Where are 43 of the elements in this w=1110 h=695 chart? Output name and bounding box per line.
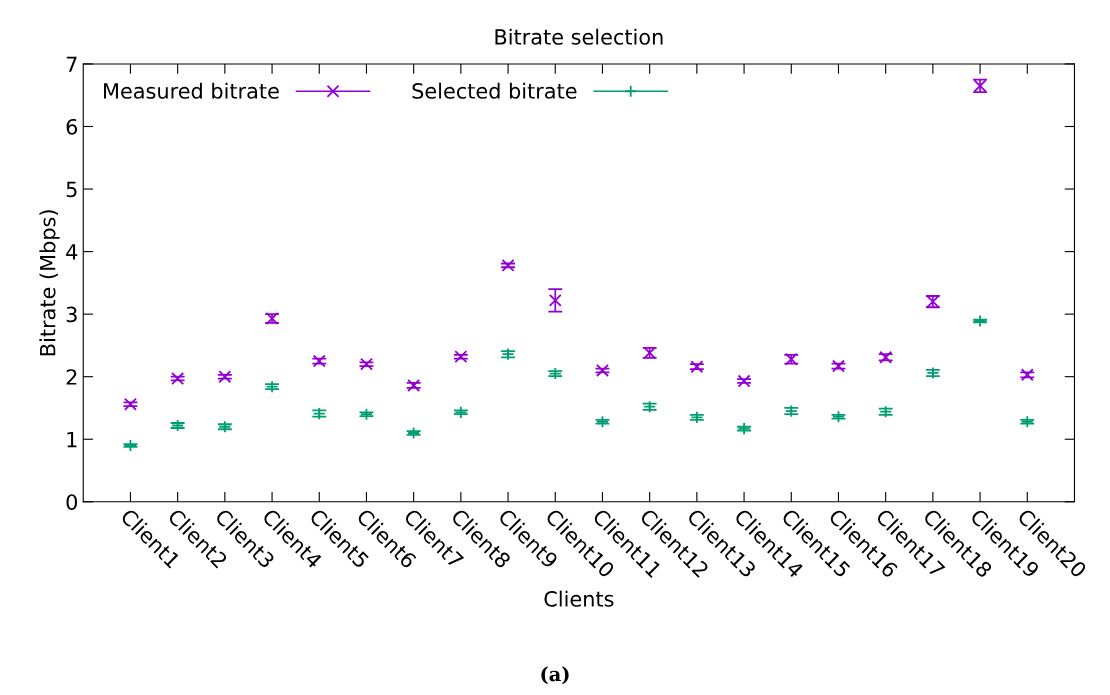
text: (a) (541, 666, 569, 685)
y-tick-label: 5 (66, 181, 77, 198)
y-tick-label: 4 (66, 244, 78, 260)
point (690, 360, 704, 374)
y-tick-label: 2 (66, 369, 77, 385)
point (171, 372, 185, 386)
legend-label: Selected bitrate (412, 82, 577, 99)
point (1020, 415, 1034, 429)
legend-label: Measured bitrate (104, 82, 279, 99)
point (218, 370, 232, 384)
point (926, 366, 940, 380)
point (737, 422, 751, 436)
point (407, 426, 421, 440)
point (596, 363, 609, 377)
point (123, 439, 137, 452)
point (596, 415, 609, 429)
y-tick-label: 3 (66, 306, 77, 323)
y-tick-label: 7 (66, 56, 77, 72)
point (123, 397, 137, 411)
point (454, 350, 468, 364)
point (312, 407, 326, 421)
point (359, 407, 373, 421)
point (973, 314, 987, 328)
chart-title: Bitrate selection (495, 28, 663, 45)
y-tick-label: 6 (66, 118, 78, 135)
point (832, 359, 845, 373)
point (879, 405, 893, 419)
point (548, 293, 562, 307)
point (1020, 368, 1034, 382)
y-tick-label: 0 (66, 494, 78, 510)
y-tick-label: 1 (67, 431, 77, 448)
point (359, 357, 373, 371)
x-axis-title: Clients (544, 590, 614, 607)
point (737, 374, 751, 388)
point (548, 367, 562, 381)
point (643, 400, 657, 414)
point (407, 378, 421, 392)
point (879, 350, 893, 364)
point (265, 380, 279, 394)
point (454, 405, 468, 419)
point (501, 258, 515, 272)
point (832, 410, 845, 424)
y-axis-title: Bitrate (Mbps) (39, 210, 60, 356)
